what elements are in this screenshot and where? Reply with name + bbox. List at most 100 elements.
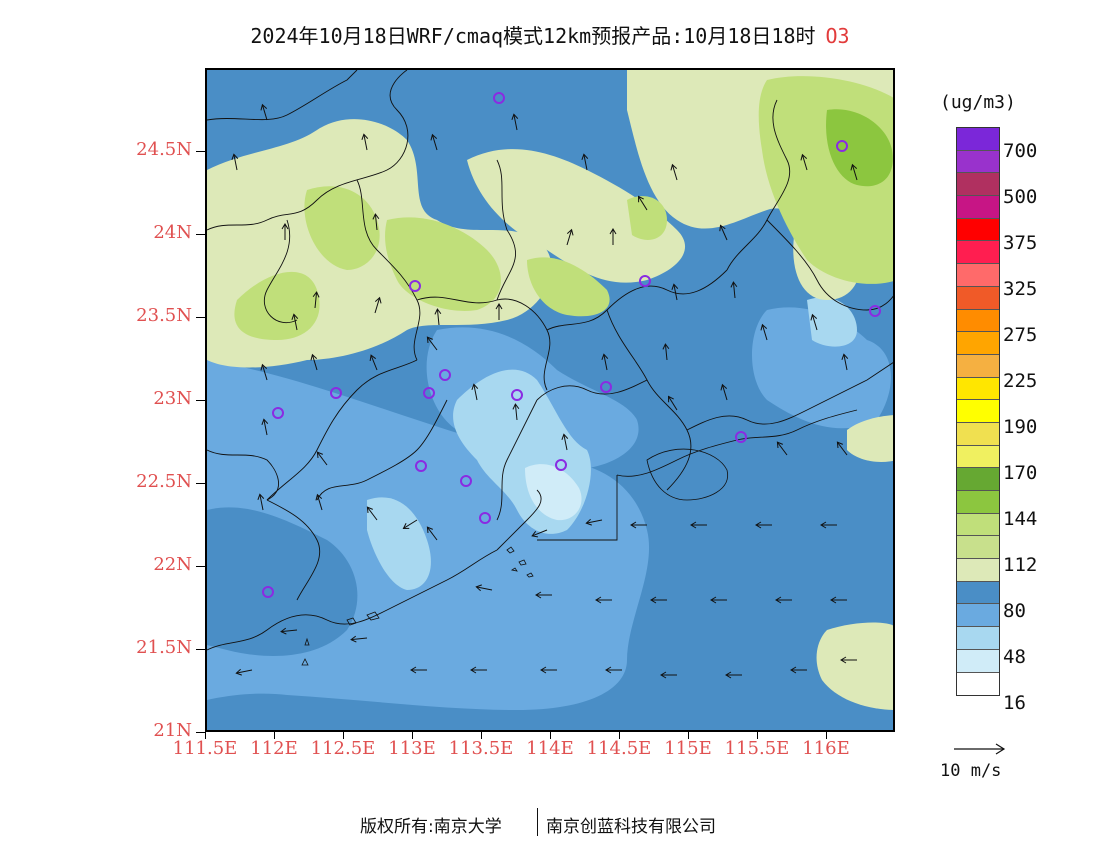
wind-arrow-head [261,418,269,425]
legend-color-cell [957,468,999,491]
station-marker[interactable] [836,140,848,152]
wind-arrow-head [471,383,479,390]
legend-color-cell [957,332,999,355]
x-tick-mark [688,732,689,739]
wind-arrow-head [601,353,609,360]
y-tick-label: 24.5N [136,139,192,160]
wind-arrow-head [776,441,783,449]
light-green-patch-2 [304,186,380,270]
wind-arrow [263,419,268,436]
light-green-patch-3 [385,217,501,311]
station-marker[interactable] [415,460,427,472]
legend-label: 225 [1003,370,1038,392]
station-marker[interactable] [511,389,523,401]
legend-color-cell [957,649,999,673]
map-title: 2024年10月18日WRF/cmaq模式12km预报产品:10月18日18时 O… [0,20,1100,49]
wind-arrow [316,494,323,511]
wind-arrow-head [671,283,679,290]
legend-unit: (ug/m3) [940,92,1016,113]
wind-arrow [370,354,378,371]
y-tick-mark [196,483,205,484]
wind-arrow [664,344,668,361]
station-marker[interactable] [869,305,881,317]
light-blue-patch-ne [807,297,857,347]
x-tick-mark [550,732,551,739]
wind-arrow [436,309,440,326]
legend-color-cell [957,604,999,628]
y-tick-mark [196,732,205,733]
wind-arrow [673,284,678,301]
legend-label: 170 [1003,462,1038,484]
legend-label: 375 [1003,232,1038,254]
wind-scale-arrow [954,743,1006,755]
wind-arrow-head [312,291,320,298]
legend-label: 144 [1003,508,1038,530]
wind-arrow-head [630,521,637,529]
wind-arrow-head [840,656,847,664]
station-marker[interactable] [735,431,747,443]
x-tick-label: 113E [388,738,436,759]
wind-arrow-head [670,163,678,171]
wind-arrow-head [810,313,818,321]
x-tick-label: 115.5E [724,738,790,759]
y-tick-label: 23N [153,388,192,409]
wind-arrow-head [410,666,417,674]
station-marker[interactable] [330,387,342,399]
pale-green-region-central [467,149,686,283]
station-marker[interactable] [460,475,472,487]
station-marker[interactable] [555,459,567,471]
footer-separator [537,808,538,836]
legend-label: 48 [1003,646,1026,668]
wind-arrow-head [402,523,410,529]
legend-label: 700 [1003,140,1038,162]
station-marker[interactable] [479,512,491,524]
wind-arrow-head [668,395,674,403]
wind-arrow-head [830,596,837,604]
green-core-ne [826,109,893,187]
station-marker[interactable] [409,280,421,292]
blue-subregion [207,507,358,656]
wind-arrow-head [372,213,380,220]
station-marker[interactable] [262,586,274,598]
wind-arrow-head [511,113,519,120]
wind-arrow-head [566,228,574,236]
wind-arrow-head [690,521,697,529]
wind-arrow [531,529,548,537]
y-tick-mark [196,234,205,235]
wind-arrow-head [820,521,827,529]
wind-arrow-head [605,666,612,674]
x-tick-label: 114E [526,738,574,759]
wind-arrow-head [235,668,242,676]
wind-arrow [837,441,848,456]
x-tick-label: 115E [664,738,712,759]
wind-arrow-head [540,666,547,674]
wind-scale-label: 10 m/s [940,761,1002,781]
wind-arrow-head [719,224,726,232]
station-marker[interactable] [272,407,284,419]
wind-arrow-head [638,195,644,203]
wind-arrow-head [585,518,592,526]
legend-label: 16 [1003,692,1026,714]
legend-color-cell [957,377,999,401]
color-legend-bar [956,127,1000,697]
wind-arrow-head [800,153,808,161]
x-tick-mark [619,732,620,739]
station-marker[interactable] [439,369,451,381]
wind-arrow [777,441,788,456]
wind-arrow [603,354,608,371]
legend-color-cell [957,286,999,310]
map-panel[interactable] [205,68,895,732]
wind-arrow [259,494,264,511]
legend-label: 112 [1003,554,1038,576]
legend-color-cell [957,422,999,446]
station-marker[interactable] [600,381,612,393]
wind-arrow [476,586,493,591]
legend-color-cell [957,559,999,582]
station-marker[interactable] [493,92,505,104]
station-marker[interactable] [423,387,435,399]
station-marker[interactable] [639,275,651,287]
wind-arrow-head [775,596,782,604]
wind-arrow-head [315,493,323,501]
legend-color-cell [957,264,999,287]
wind-arrow-head [660,671,667,679]
